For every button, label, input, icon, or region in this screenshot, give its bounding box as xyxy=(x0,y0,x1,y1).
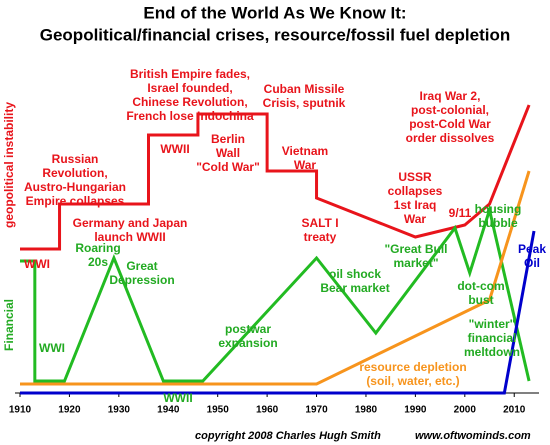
x-tick-label: 1920 xyxy=(58,405,81,416)
annotation: War xyxy=(294,158,317,172)
x-tick-label: 1990 xyxy=(404,405,427,416)
annotation: bust xyxy=(468,293,493,307)
annotation: Roaring xyxy=(75,241,120,255)
annotation: order dissolves xyxy=(406,131,495,145)
chart-title: End of the World As We Know It: xyxy=(143,3,406,22)
annotation: Russian xyxy=(52,152,99,166)
annotation: Empire collapses xyxy=(26,194,125,208)
annotation: USSR xyxy=(398,170,432,184)
annotation: British Empire fades, xyxy=(130,67,250,81)
y-axis-label: geopolitical instability xyxy=(2,102,16,228)
annotation: Iraq War 2, xyxy=(420,89,481,103)
annotation: WWII xyxy=(160,142,189,156)
x-tick-label: 1980 xyxy=(355,405,378,416)
annotation: Berlin xyxy=(211,132,245,146)
annotation: Wall xyxy=(216,146,240,160)
annotation: Crisis, sputnik xyxy=(263,96,346,110)
annotation: French lose Indochina xyxy=(126,109,254,123)
annotation: bubble xyxy=(478,216,518,230)
annotation: SALT I xyxy=(301,216,338,230)
series-line xyxy=(20,230,536,395)
annotation: collapses xyxy=(388,184,443,198)
annotation: Cuban Missile xyxy=(264,82,345,96)
annotation: Revolution, xyxy=(42,166,107,180)
footer: www.oftwominds.com xyxy=(415,430,531,442)
series-line xyxy=(20,104,531,251)
annotation: Chinese Revolution, xyxy=(132,95,247,109)
annotation: "winter" xyxy=(469,317,516,331)
annotation: Bear market xyxy=(320,281,389,295)
annotation: postwar xyxy=(225,322,271,336)
annotation: War xyxy=(404,212,427,226)
series-line xyxy=(20,204,531,383)
annotation: housing xyxy=(475,202,522,216)
annotation: treaty xyxy=(304,230,337,244)
annotation: "Cold War" xyxy=(196,160,260,174)
annotation: Vietnam xyxy=(282,144,328,158)
annotation: Peak xyxy=(518,242,546,256)
annotation: resource depletion xyxy=(359,360,466,374)
annotation: meltdown xyxy=(464,345,520,359)
x-tick-label: 2010 xyxy=(503,405,526,416)
annotation: financial xyxy=(468,331,517,345)
annotation: dot-com xyxy=(457,279,504,293)
annotation: post-Cold War xyxy=(409,117,491,131)
annotation: Germany and Japan xyxy=(73,216,188,230)
annotation: 9/11 xyxy=(449,206,472,220)
annotation: oil shock xyxy=(329,267,381,281)
x-tick-label: 1950 xyxy=(207,405,230,416)
annotation: 1st Iraq xyxy=(394,198,437,212)
annotation: WWII xyxy=(163,391,192,405)
annotation: WWI xyxy=(39,341,65,355)
series-line xyxy=(20,170,531,386)
annotation: Austro-Hungarian xyxy=(24,180,126,194)
x-tick-label: 1970 xyxy=(305,405,328,416)
annotation: post-colonial, xyxy=(411,103,489,117)
annotation: market" xyxy=(393,256,438,270)
y-axis-label: Financial xyxy=(2,299,16,351)
x-tick-label: 1940 xyxy=(157,405,180,416)
annotation: Depression xyxy=(109,273,174,287)
x-tick-label: 1960 xyxy=(256,405,279,416)
annotation: 20s xyxy=(88,255,108,269)
annotation: "Great Bull xyxy=(384,242,447,256)
annotation: WWI xyxy=(24,257,50,271)
annotation: expansion xyxy=(218,336,277,350)
annotation: (soil, water, etc.) xyxy=(366,374,459,388)
footer: copyright 2008 Charles Hugh Smith xyxy=(195,430,381,442)
annotation: Oil xyxy=(524,256,540,270)
annotation: Israel founded, xyxy=(147,81,232,95)
chart-subtitle: Geopolitical/financial crises, resource/… xyxy=(40,25,510,44)
x-tick-label: 2000 xyxy=(454,405,477,416)
x-tick-label: 1930 xyxy=(108,405,131,416)
annotation: launch WWII xyxy=(94,230,165,244)
annotation: Great xyxy=(126,259,157,273)
x-tick-label: 1910 xyxy=(9,405,32,416)
